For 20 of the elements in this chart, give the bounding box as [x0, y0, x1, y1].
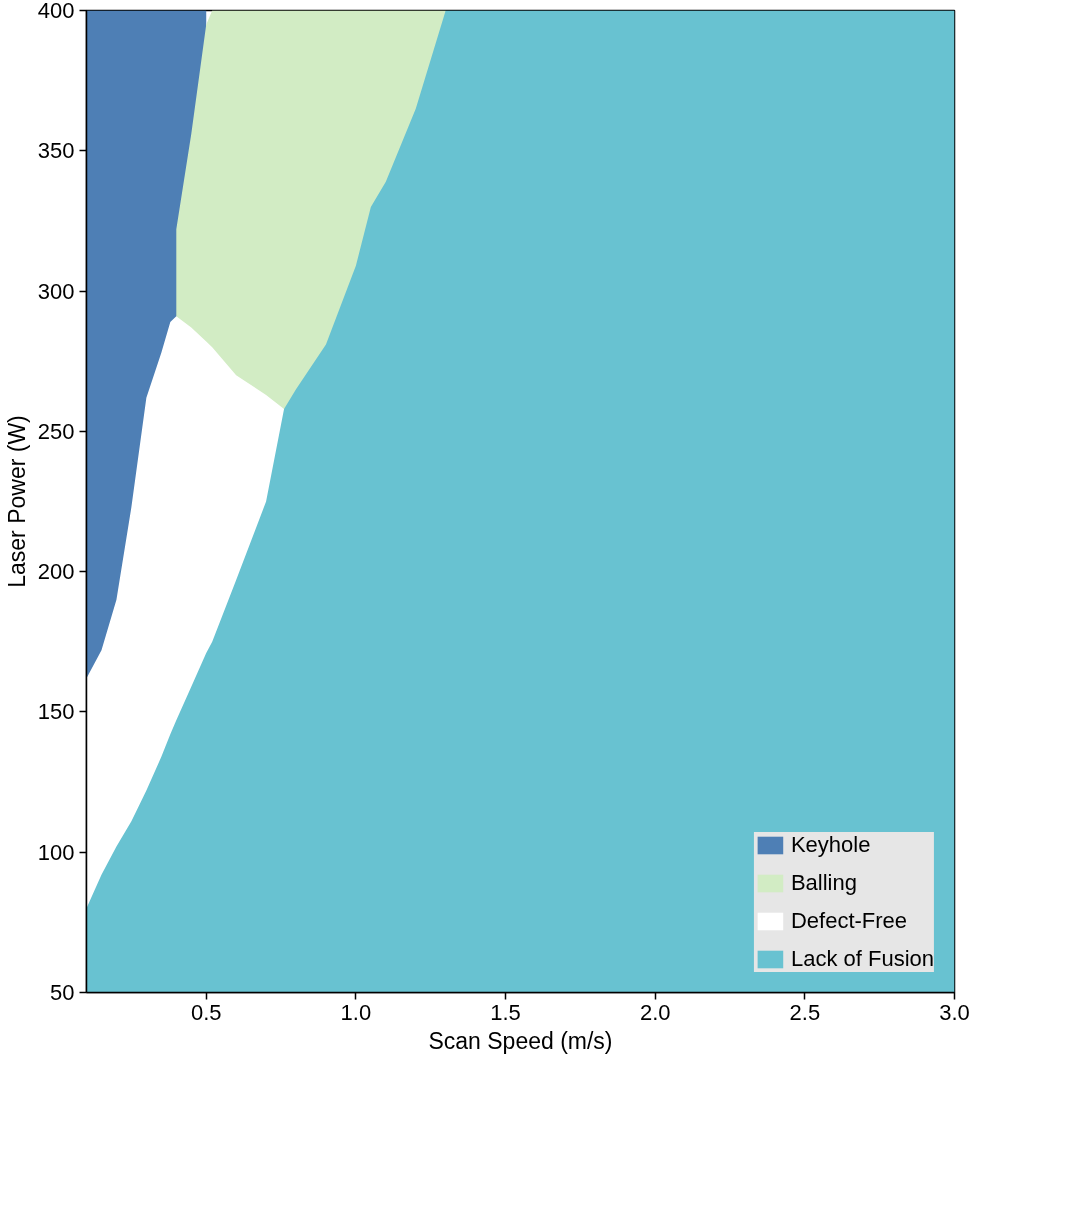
x-tick-label: 2.5 [789, 999, 821, 1025]
legend-label: Keyhole [790, 832, 871, 858]
legend-label: Balling [790, 870, 857, 896]
y-tick-label: 400 [37, 0, 75, 23]
x-tick-label: 1.5 [490, 999, 521, 1025]
y-tick-label: 200 [37, 559, 75, 585]
x-tick-label: 1.0 [340, 999, 372, 1025]
y-tick-label: 50 [50, 980, 75, 1005]
y-tick-label: 350 [37, 138, 75, 164]
y-tick-label: 300 [37, 278, 75, 304]
x-tick-label: 3.0 [939, 999, 970, 1025]
x-tick-label: 2.0 [639, 999, 671, 1025]
y-axis-title: Laser Power (W) [3, 415, 30, 588]
y-tick-label: 250 [37, 418, 75, 444]
x-tick-label: 0.5 [190, 999, 222, 1025]
y-tick-label: 100 [37, 839, 75, 865]
legend-label: Lack of Fusion [790, 946, 934, 972]
legend-label: Defect-Free [790, 908, 908, 934]
y-tick-label: 150 [37, 699, 75, 725]
x-axis-title: Scan Speed (m/s) [428, 1027, 613, 1054]
